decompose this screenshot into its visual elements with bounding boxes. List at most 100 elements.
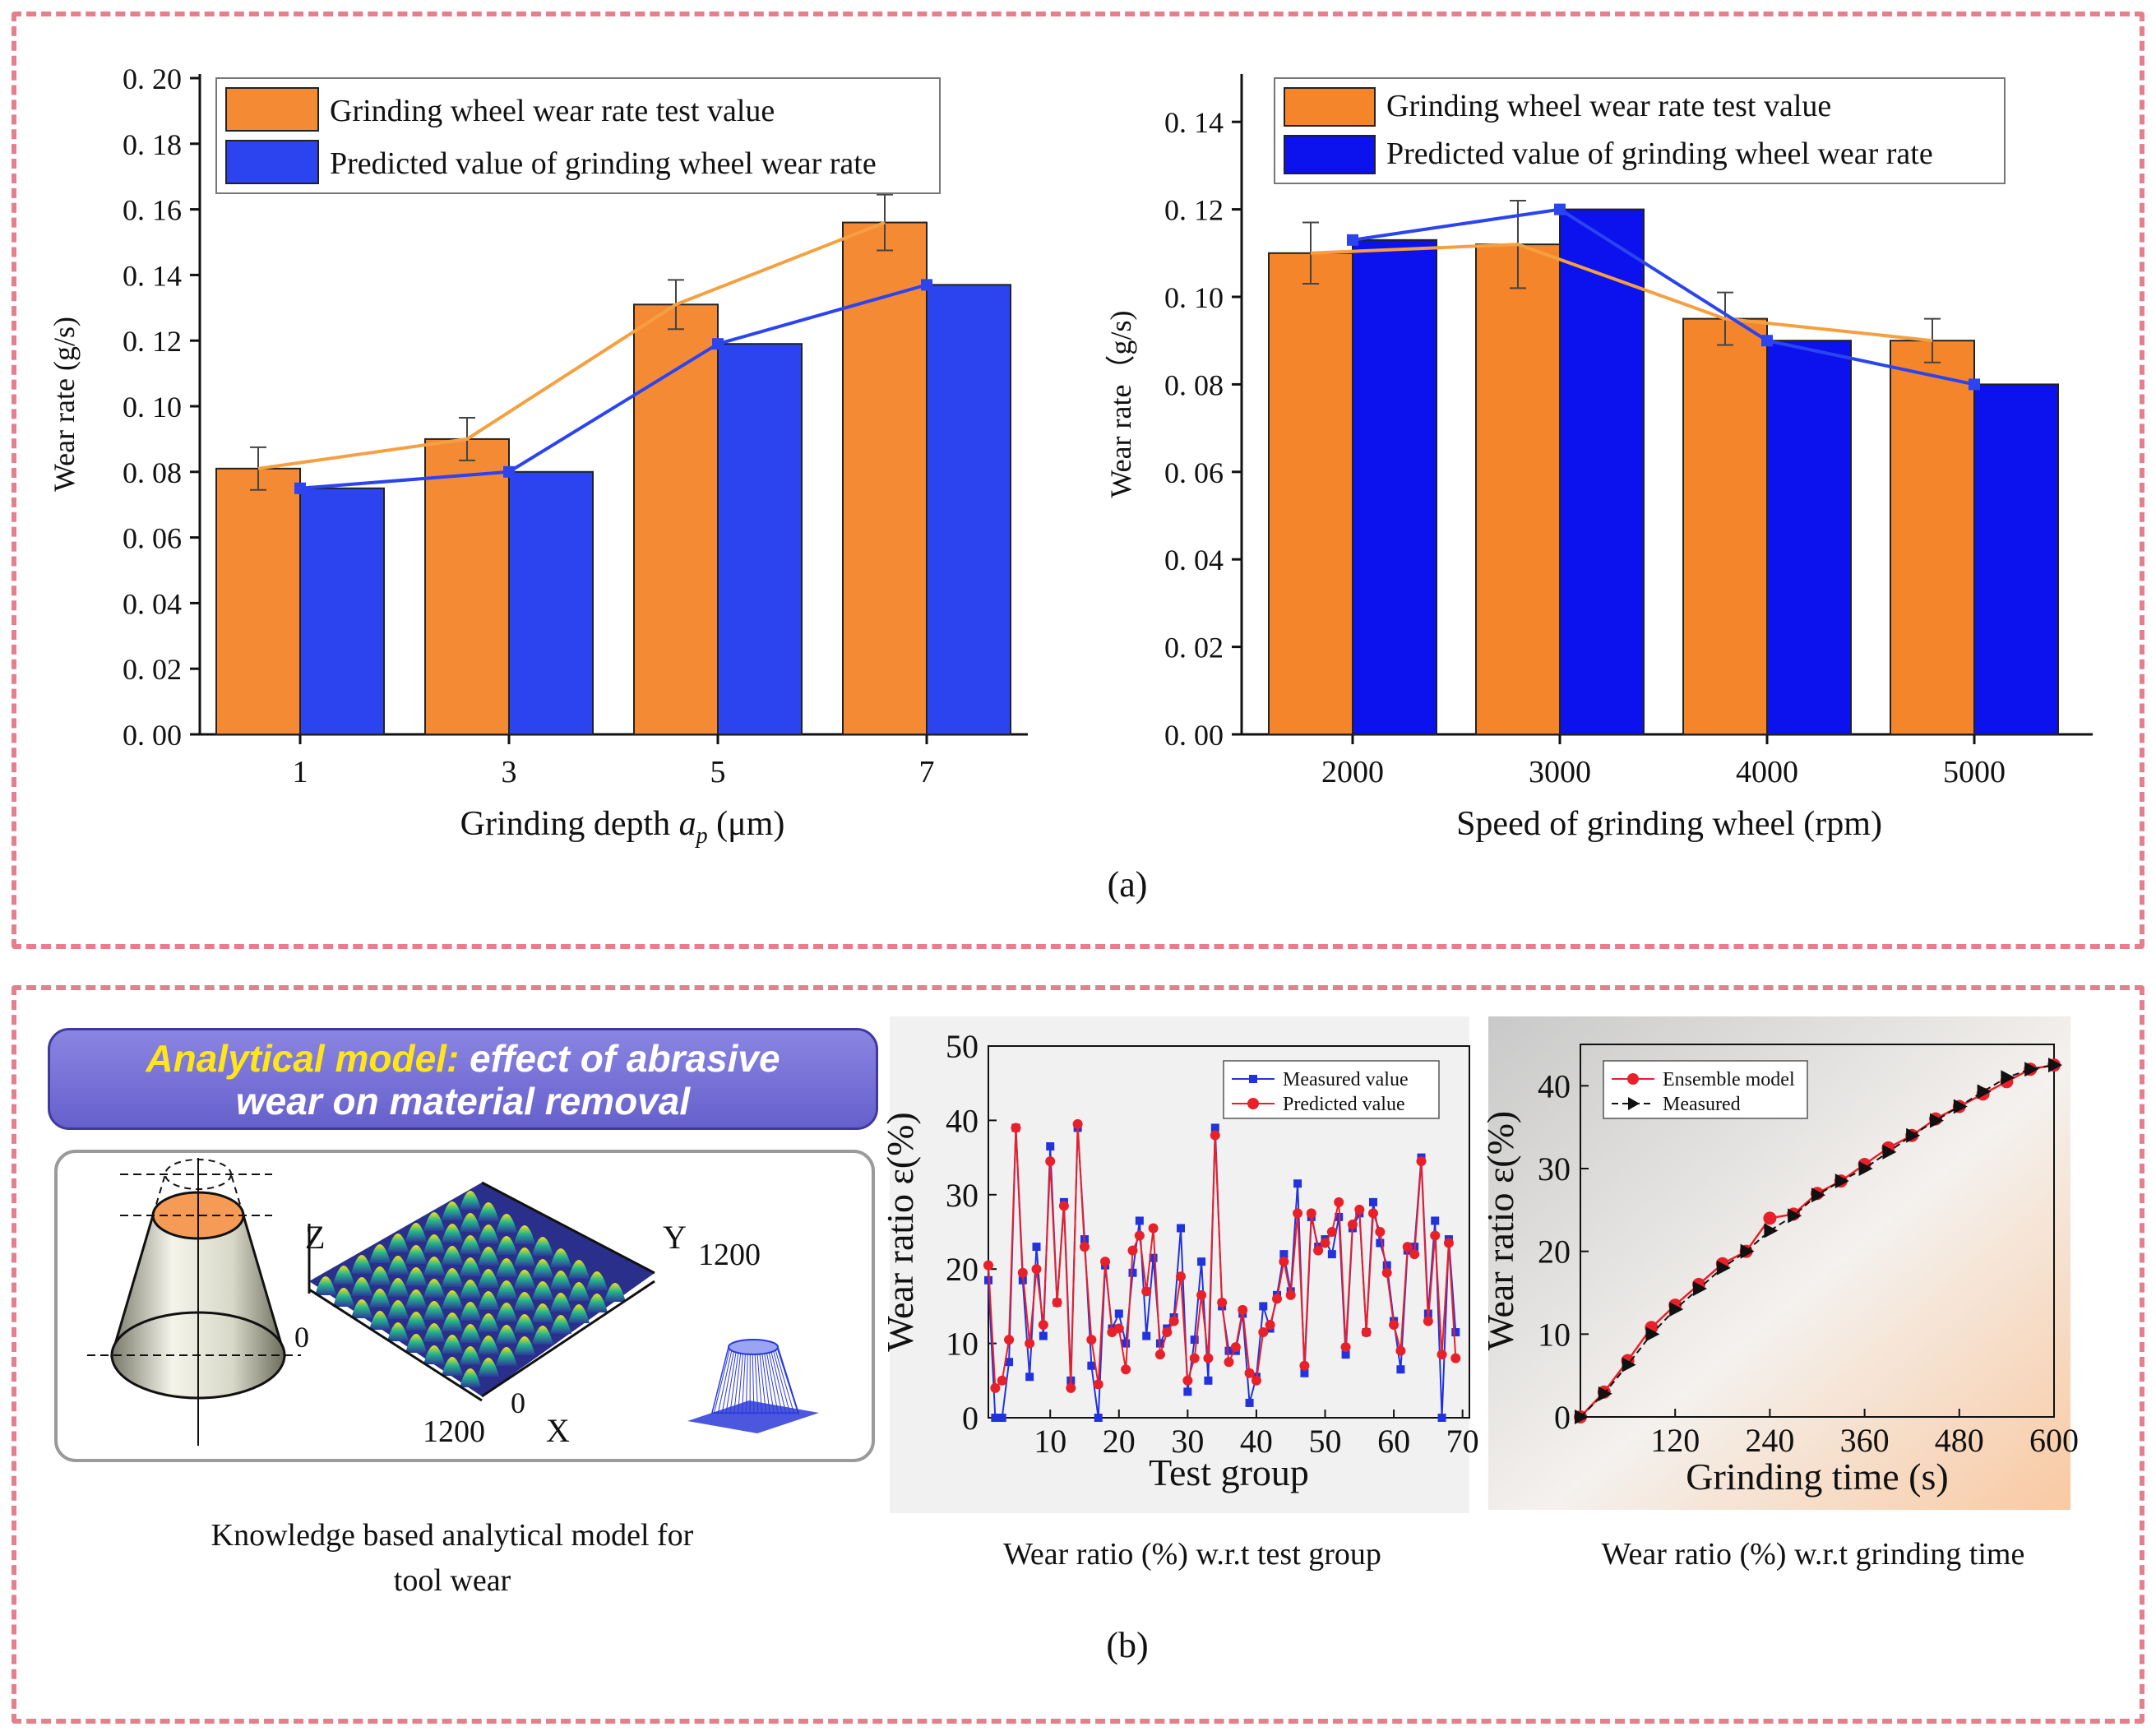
data-point: [1693, 1280, 1707, 1296]
data-point: [1038, 1320, 1048, 1330]
data-point: [1142, 1331, 1151, 1340]
surface-peak: [550, 1315, 571, 1334]
data-point: [1245, 1398, 1254, 1407]
axis-x-label: X: [546, 1412, 570, 1449]
data-point: [1182, 1375, 1193, 1386]
surface-peak: [333, 1266, 354, 1285]
data-point: [1622, 1357, 1636, 1373]
analytical-caption-2: tool wear: [393, 1563, 511, 1598]
chart-b2-caption: Wear ratio (%) w.r.t grinding time: [1601, 1537, 2025, 1572]
data-point: [1265, 1320, 1275, 1330]
bar-predicted-value: [1559, 208, 1645, 736]
data-point: [1025, 1338, 1035, 1349]
legend-swatch-test: [225, 87, 319, 132]
x-tick-label: 50: [1309, 1423, 1342, 1460]
y-tick-label: 0. 00: [1164, 719, 1224, 752]
data-point: [1066, 1382, 1076, 1393]
wireframe-line: [774, 1346, 795, 1415]
data-point: [1306, 1208, 1316, 1219]
data-point: [1740, 1243, 1755, 1259]
surface-peak: [604, 1283, 626, 1302]
data-point: [1437, 1349, 1447, 1360]
y-tick-label: 0. 16: [123, 194, 182, 227]
x-tick-label: 4000: [1736, 755, 1798, 789]
surface-peak: [442, 1335, 463, 1354]
data-point: [1046, 1142, 1055, 1151]
data-point: [1210, 1123, 1219, 1132]
data-point: [2001, 1070, 2015, 1086]
data-point: [1450, 1353, 1461, 1363]
y-tick-label: 0: [1554, 1399, 1571, 1436]
legend-box: [1603, 1060, 1808, 1119]
surface-peak: [460, 1257, 481, 1276]
surface-peak: [514, 1336, 535, 1355]
x-tick-label: 30: [1171, 1423, 1204, 1460]
data-point: [1416, 1156, 1427, 1167]
wireframe-frustum-plot: [667, 1289, 831, 1454]
surface-peak: [496, 1325, 517, 1344]
surface-peak: [460, 1368, 481, 1387]
surface-peak: [369, 1289, 391, 1308]
data-point: [1313, 1245, 1324, 1256]
data-point: [1834, 1174, 1849, 1189]
surface-peak: [351, 1299, 372, 1318]
data-point: [1395, 1345, 1406, 1356]
x-tick-label: 480: [1935, 1422, 1984, 1459]
surface-peak: [351, 1255, 372, 1274]
x-tick-label: 5: [710, 755, 726, 789]
data-point: [1114, 1309, 1123, 1318]
axis-y-label: Y: [663, 1219, 687, 1256]
data-point: [1113, 1323, 1124, 1334]
data-point: [1906, 1127, 1921, 1143]
data-point: [1369, 1197, 1377, 1206]
x-axis-title-symbol: a: [679, 805, 696, 843]
data-point: [1279, 1250, 1289, 1259]
surface-peak: [496, 1236, 517, 1255]
surface-peak: [496, 1280, 517, 1299]
x-axis-title-text: Grinding depth: [460, 805, 679, 843]
data-point: [1389, 1320, 1400, 1330]
data-point: [1017, 1267, 1028, 1278]
surface-peak: [369, 1266, 391, 1285]
predicted-trend-line: [1352, 207, 1975, 387]
data-point: [1004, 1335, 1015, 1345]
data-point: [1669, 1302, 1684, 1317]
surface-peak: [460, 1346, 481, 1365]
y-tick-label: 0. 10: [1164, 281, 1224, 314]
surface-peak: [333, 1288, 354, 1307]
plot-frame: [1580, 1044, 2055, 1418]
bar-predicted-value: [926, 284, 1011, 735]
data-point: [997, 1375, 1007, 1386]
surface-peak: [478, 1224, 499, 1243]
data-point: [1100, 1257, 1111, 1267]
data-point: [1293, 1179, 1302, 1188]
data-point: [1176, 1271, 1186, 1282]
predicted-marker: [294, 482, 306, 494]
y-tick-label: 30: [1538, 1150, 1571, 1187]
data-point: [1716, 1260, 1731, 1275]
data-point: [1230, 1342, 1241, 1353]
data-point: [1168, 1316, 1179, 1326]
banner-text-2: wear on material removal: [235, 1080, 691, 1123]
panel-a-label: (a): [1107, 864, 1148, 905]
surface-peak: [387, 1234, 409, 1252]
data-point: [1354, 1204, 1365, 1215]
surface-peak: [423, 1257, 445, 1275]
data-point: [1368, 1208, 1378, 1219]
bar-predicted-value: [1352, 238, 1437, 735]
wireframe-line: [761, 1346, 771, 1415]
data-point: [1045, 1156, 1056, 1167]
surface-peak: [351, 1277, 372, 1296]
bar-test-value: [424, 437, 510, 736]
wireframe-line: [756, 1346, 763, 1415]
data-point: [1882, 1144, 1897, 1160]
x-tick-label: 240: [1745, 1422, 1794, 1459]
surface-peak: [568, 1304, 590, 1323]
y-tick-label: 0. 08: [123, 456, 182, 489]
legend-label: Ensemble model: [1663, 1069, 1795, 1090]
wireframe-line: [741, 1346, 747, 1415]
data-point: [1423, 1316, 1433, 1326]
